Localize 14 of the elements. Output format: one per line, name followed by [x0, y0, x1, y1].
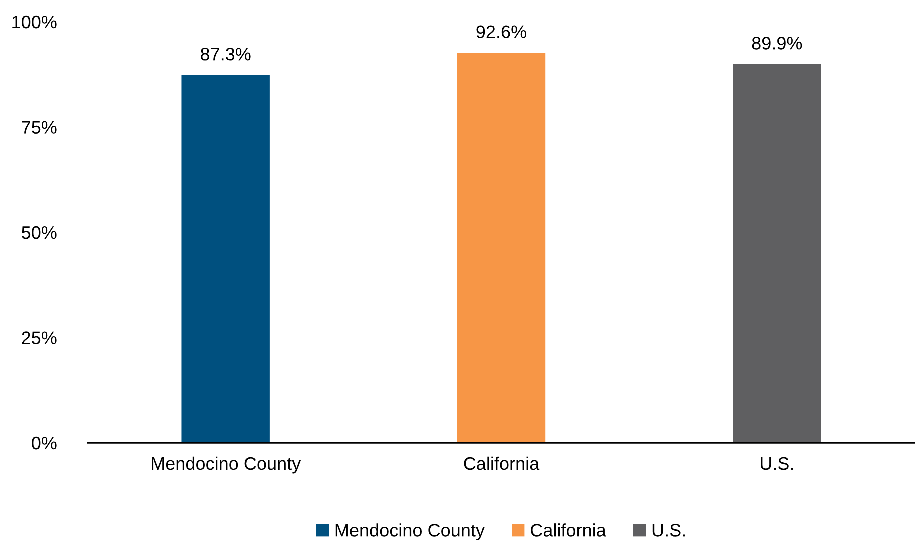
- x-tick-label: U.S.: [761, 457, 794, 470]
- data-label: 89.9%: [752, 37, 802, 50]
- legend-label: U.S.: [652, 524, 685, 537]
- y-tick-label: 25%: [22, 332, 57, 344]
- y-tick-label: 50%: [22, 226, 57, 240]
- y-tick-label: 0%: [32, 436, 57, 450]
- x-tick-label: Mendocino County: [152, 456, 302, 474]
- legend-label: Mendocino County: [336, 524, 485, 540]
- legend-label: California: [531, 524, 606, 537]
- data-label: 92.6%: [476, 26, 526, 38]
- x-tick-label: California: [464, 456, 540, 470]
- y-tick-label: 100%: [12, 16, 57, 29]
- data-label: 87.3%: [201, 48, 251, 61]
- y-tick-label: 75%: [22, 121, 57, 134]
